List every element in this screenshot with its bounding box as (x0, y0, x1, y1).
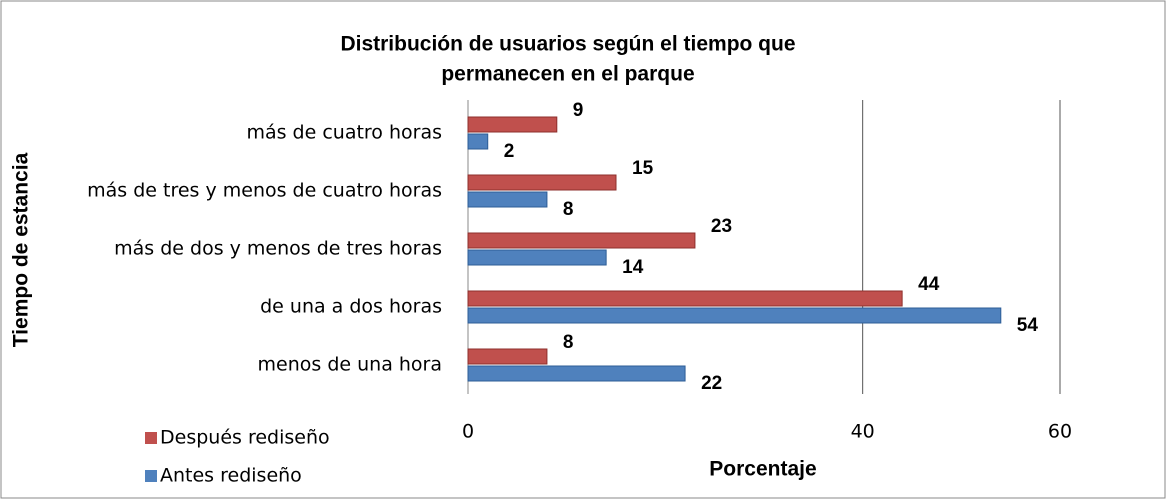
bar (467, 307, 1002, 324)
y-tick-label: menos de una hora (258, 354, 442, 376)
y-tick-label: más de cuatro horas (246, 122, 442, 144)
x-axis-label: Porcentaje (709, 458, 816, 481)
x-tick-label: 0 (462, 421, 474, 443)
data-label: 54 (1017, 315, 1039, 336)
x-tick-label: 40 (851, 421, 875, 443)
bar (467, 249, 607, 266)
bar (467, 191, 548, 208)
chart-title: permanecen en el parque (441, 63, 694, 86)
bar (467, 116, 558, 133)
bar (467, 290, 903, 307)
data-label: 14 (622, 257, 644, 278)
legend-label: Antes rediseño (160, 465, 302, 487)
legend-swatch (145, 432, 157, 444)
data-label: 44 (918, 274, 940, 295)
bar (467, 348, 548, 365)
data-label: 23 (711, 216, 732, 237)
y-tick-label: de una a dos horas (260, 296, 442, 318)
legend-label: Después rediseño (160, 427, 330, 449)
data-label: 9 (573, 100, 584, 121)
bar (467, 232, 696, 249)
bar (467, 174, 617, 191)
data-label: 8 (563, 332, 574, 353)
y-tick-label: más de dos y menos de tres horas (114, 238, 442, 260)
y-axis-label: Tiempo de estancia (10, 152, 33, 347)
data-label: 8 (563, 199, 574, 220)
chart-title: Distribución de usuarios según el tiempo… (340, 33, 795, 56)
data-label: 15 (632, 158, 654, 179)
data-label: 2 (504, 141, 515, 162)
data-label: 22 (701, 373, 722, 394)
bar (467, 365, 686, 382)
bar (467, 133, 489, 150)
x-tick-label: 60 (1048, 421, 1072, 443)
legend-swatch (145, 470, 157, 482)
y-tick-label: más de tres y menos de cuatro horas (87, 180, 442, 202)
